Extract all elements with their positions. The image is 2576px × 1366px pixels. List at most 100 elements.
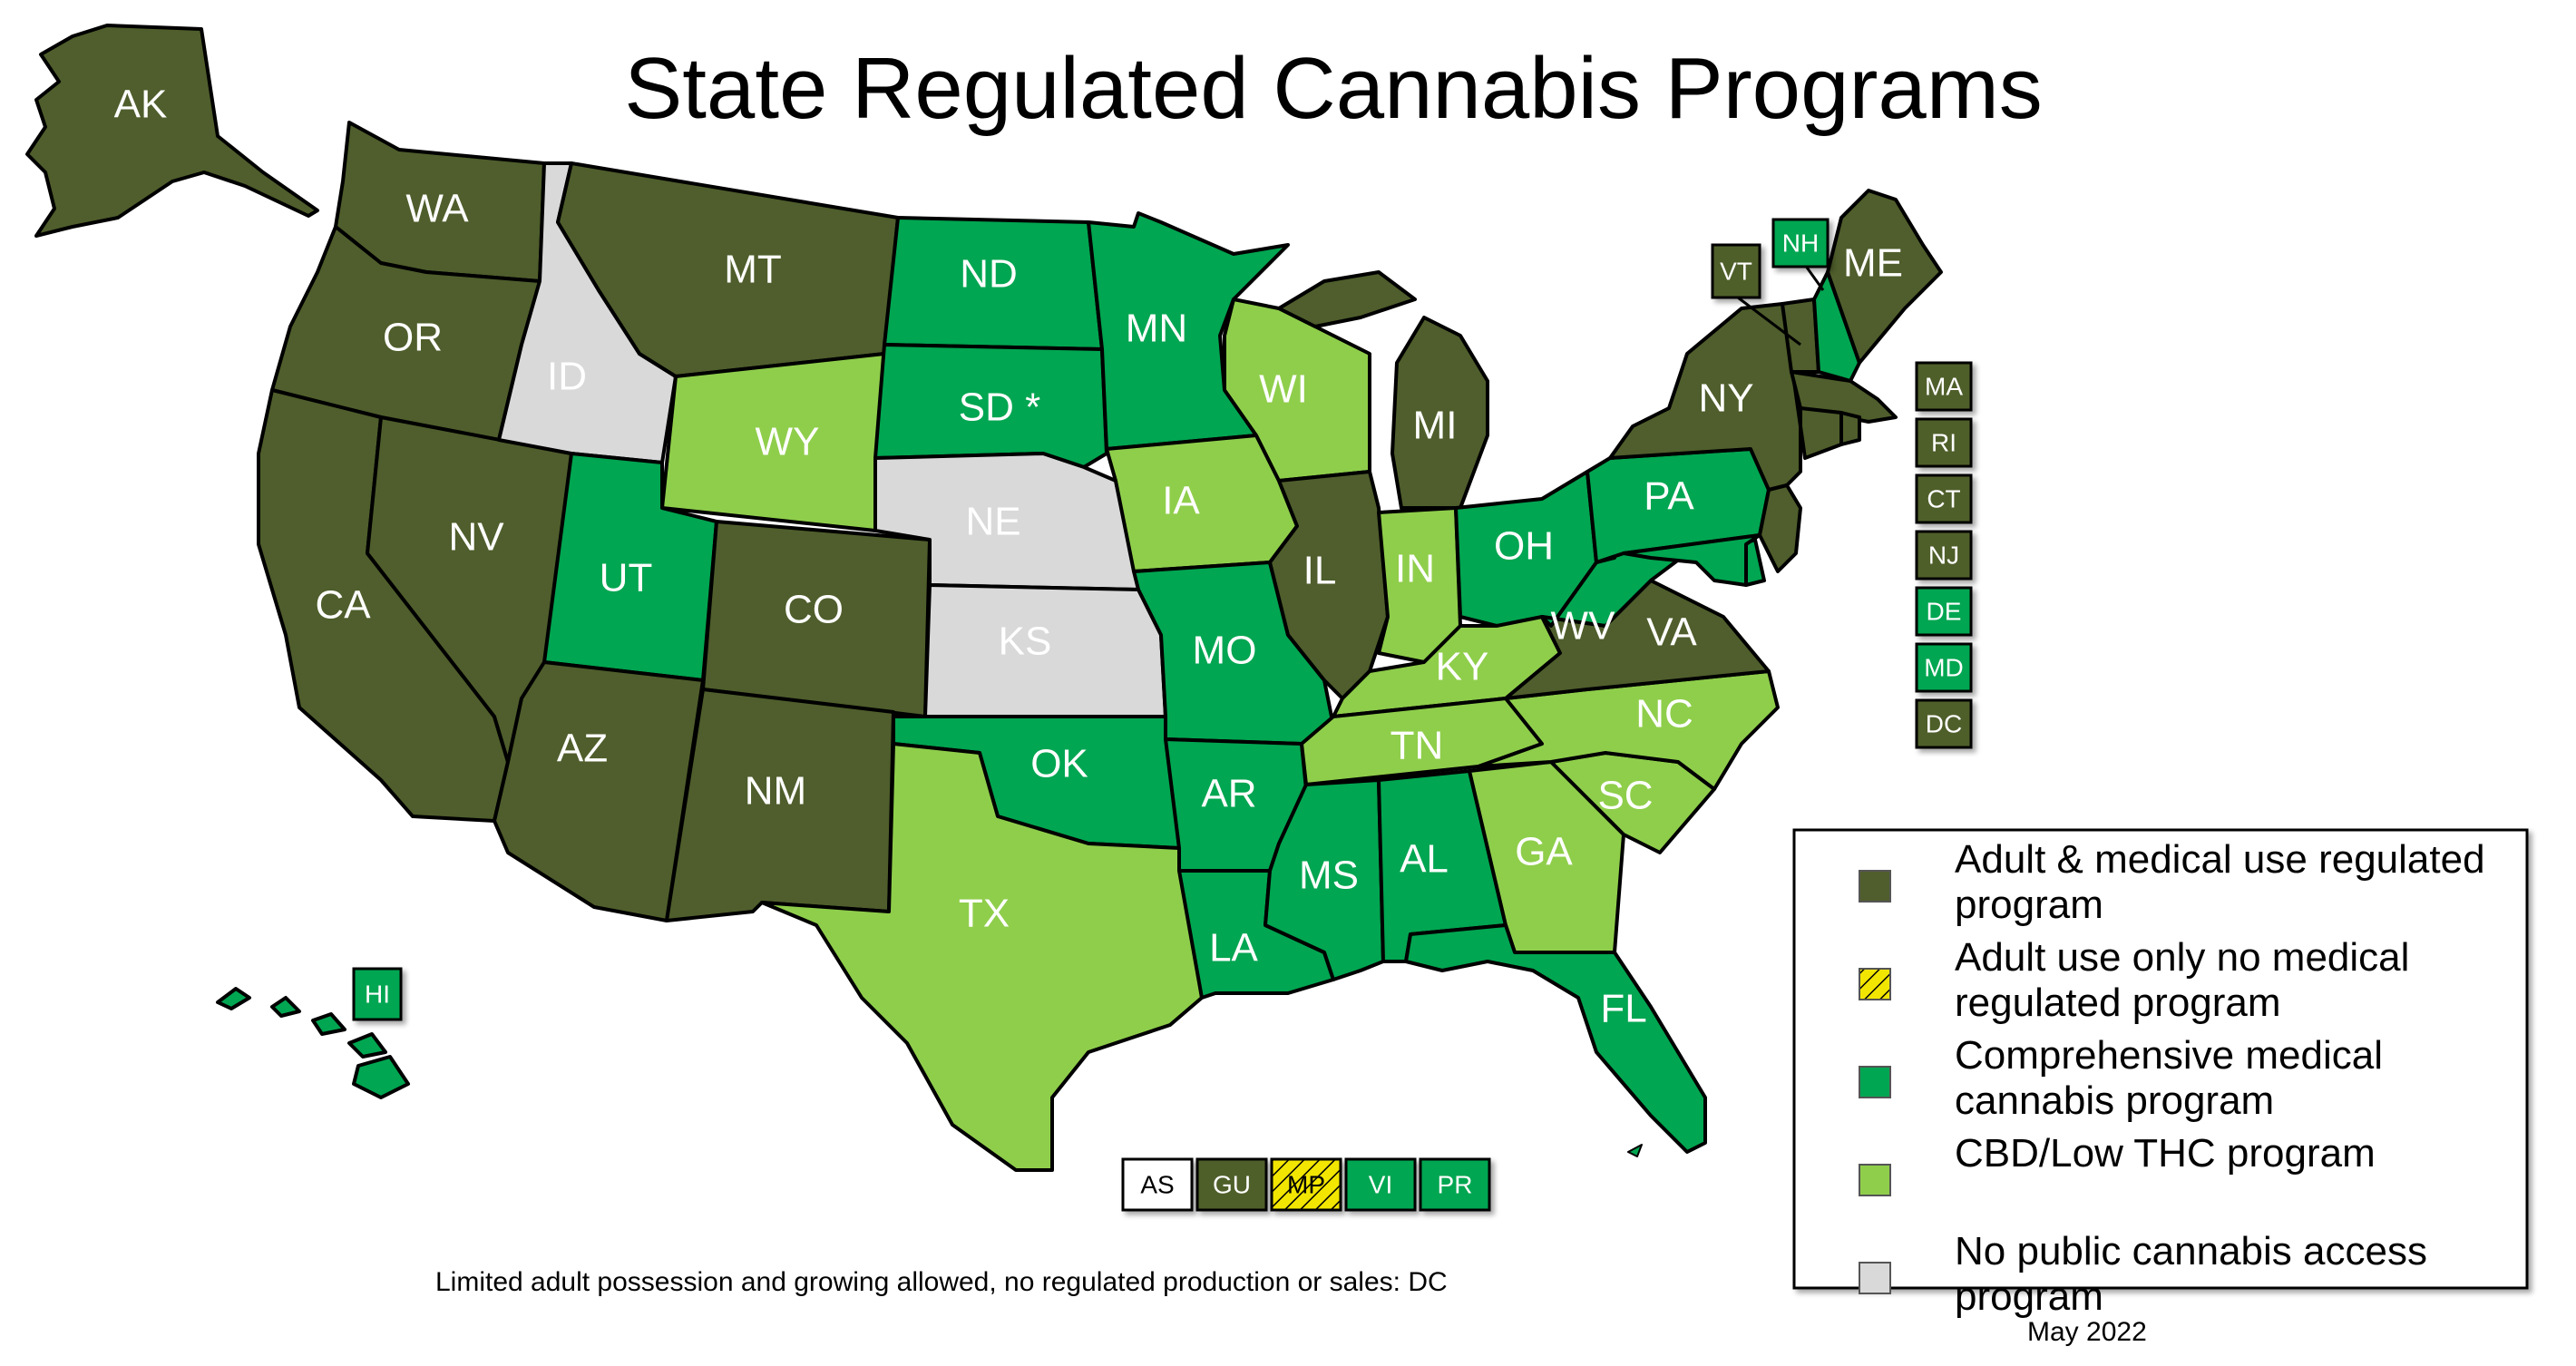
callout-VT-label: VT — [1720, 257, 1752, 285]
small-box-ct[interactable]: CT — [1915, 473, 1973, 524]
state-label-AL: AL — [1400, 837, 1449, 882]
legend-swatch — [1859, 1164, 1891, 1196]
state-label-ND: ND — [960, 252, 1018, 297]
callout-VT[interactable]: VT — [1711, 243, 1761, 299]
state-label-WY: WY — [756, 420, 820, 464]
page-title: State Regulated Cannabis Programs — [624, 40, 2043, 137]
state-NH[interactable] — [1812, 270, 1861, 383]
state-label-UT: UT — [600, 556, 653, 600]
small-box-ma-label: MA — [1925, 372, 1963, 400]
state-label-MN: MN — [1126, 307, 1187, 351]
small-box-md-label: MD — [1924, 653, 1964, 681]
state-label-WA: WA — [405, 187, 469, 231]
territory-gu[interactable]: GU — [1195, 1157, 1268, 1212]
state-label-AK: AK — [114, 83, 168, 127]
small-box-ma[interactable]: MA — [1915, 361, 1973, 412]
state-CT[interactable] — [1799, 406, 1843, 460]
state-label-TN: TN — [1390, 724, 1444, 768]
territories-row: AS GU MP VI PR — [1121, 1157, 1491, 1212]
state-FL-keys — [1627, 1144, 1643, 1157]
state-label-LA: LA — [1209, 926, 1258, 971]
state-label-IN: IN — [1395, 547, 1435, 591]
state-label-MO: MO — [1193, 629, 1257, 673]
legend-text-line2: regulated program — [1955, 981, 2281, 1025]
state-RI[interactable] — [1839, 411, 1861, 446]
small-box-ri-label: RI — [1931, 428, 1956, 456]
small-box-dc[interactable]: DC — [1915, 698, 1973, 749]
state-label-MS: MS — [1299, 854, 1359, 898]
territory-pr[interactable]: PR — [1419, 1157, 1491, 1212]
state-label-IA: IA — [1162, 479, 1200, 523]
state-label-NV: NV — [448, 515, 504, 560]
small-state-boxes: MA RI CT NJ DE MD DC — [1915, 361, 1973, 749]
state-label-KS: KS — [999, 620, 1052, 664]
footnote: Limited adult possession and growing all… — [435, 1267, 1448, 1297]
state-label-MT: MT — [724, 248, 782, 292]
legend-text-line2: program — [1955, 1274, 2103, 1319]
legend-text-line2: cannabis program — [1955, 1078, 2274, 1123]
state-MD[interactable] — [1622, 533, 1761, 587]
legend-text-line1: Adult use only no medical — [1955, 935, 2409, 980]
callouts-layer: VT NH HI — [352, 218, 1830, 1021]
callout-NH[interactable]: NH — [1771, 218, 1830, 268]
state-HI[interactable] — [216, 987, 410, 1099]
legend-swatch — [1859, 1066, 1891, 1098]
state-label-ME: ME — [1843, 241, 1903, 286]
small-box-nj[interactable]: NJ — [1915, 530, 1973, 581]
territory-gu-label: GU — [1213, 1170, 1251, 1198]
state-label-NC: NC — [1635, 692, 1693, 737]
state-FL[interactable] — [1404, 923, 1707, 1154]
territory-mp-label: MP — [1287, 1170, 1325, 1198]
legend-text-line2: program — [1955, 883, 2103, 927]
legend-swatch — [1859, 1262, 1891, 1294]
territory-pr-label: PR — [1438, 1170, 1473, 1198]
state-label-PA: PA — [1644, 474, 1694, 519]
callout-HI[interactable]: HI — [352, 967, 403, 1021]
small-box-de[interactable]: DE — [1915, 586, 1973, 637]
state-label-KY: KY — [1436, 645, 1489, 689]
state-label-SC: SC — [1597, 774, 1653, 818]
callout-NH-label: NH — [1782, 229, 1819, 257]
vt-callout-line — [1733, 293, 1801, 346]
state-label-AZ: AZ — [557, 727, 608, 771]
state-labels-layer: AK WA OR CA NV ID MT WY UT AZ CO NM ND SD * NE KS OK TX MN… — [114, 83, 1903, 1031]
state-label-NM: NM — [745, 769, 806, 814]
state-label-OH: OH — [1494, 524, 1554, 569]
state-label-ID: ID — [547, 355, 587, 399]
state-label-NE: NE — [965, 500, 1020, 544]
state-label-VA: VA — [1646, 610, 1697, 655]
small-box-md[interactable]: MD — [1915, 642, 1973, 693]
legend-text-line1: Adult & medical use regulated — [1955, 837, 2485, 882]
states-layer — [25, 24, 1943, 1172]
territory-as-label: AS — [1140, 1170, 1174, 1198]
state-label-FL: FL — [1600, 987, 1646, 1031]
state-label-NY: NY — [1698, 376, 1753, 421]
legend-text-line1: CBD/Low THC program — [1955, 1131, 2376, 1176]
state-MI[interactable] — [1277, 270, 1489, 510]
state-TX[interactable] — [760, 742, 1204, 1172]
small-box-nj-label: NJ — [1928, 541, 1959, 569]
legend-swatch — [1859, 968, 1891, 1000]
territory-vi[interactable]: VI — [1344, 1157, 1417, 1212]
state-WI[interactable] — [1223, 298, 1371, 483]
state-NJ[interactable] — [1758, 483, 1802, 573]
state-AK[interactable] — [25, 24, 319, 238]
small-box-ct-label: CT — [1927, 484, 1960, 512]
legend-text-line1: Comprehensive medical — [1955, 1033, 2383, 1078]
state-label-CO: CO — [784, 588, 844, 632]
legend-swatch — [1859, 870, 1891, 903]
state-label-OR: OR — [383, 316, 443, 360]
callout-HI-label: HI — [365, 980, 390, 1008]
small-box-ri[interactable]: RI — [1915, 417, 1973, 468]
territory-as[interactable]: AS — [1121, 1157, 1194, 1212]
state-ME[interactable] — [1826, 189, 1943, 365]
date-label: May 2022 — [2027, 1317, 2147, 1347]
state-label-IL: IL — [1303, 549, 1337, 593]
small-box-de-label: DE — [1927, 597, 1962, 625]
state-label-SD: SD * — [959, 385, 1040, 430]
territory-mp[interactable]: MP — [1270, 1157, 1342, 1212]
